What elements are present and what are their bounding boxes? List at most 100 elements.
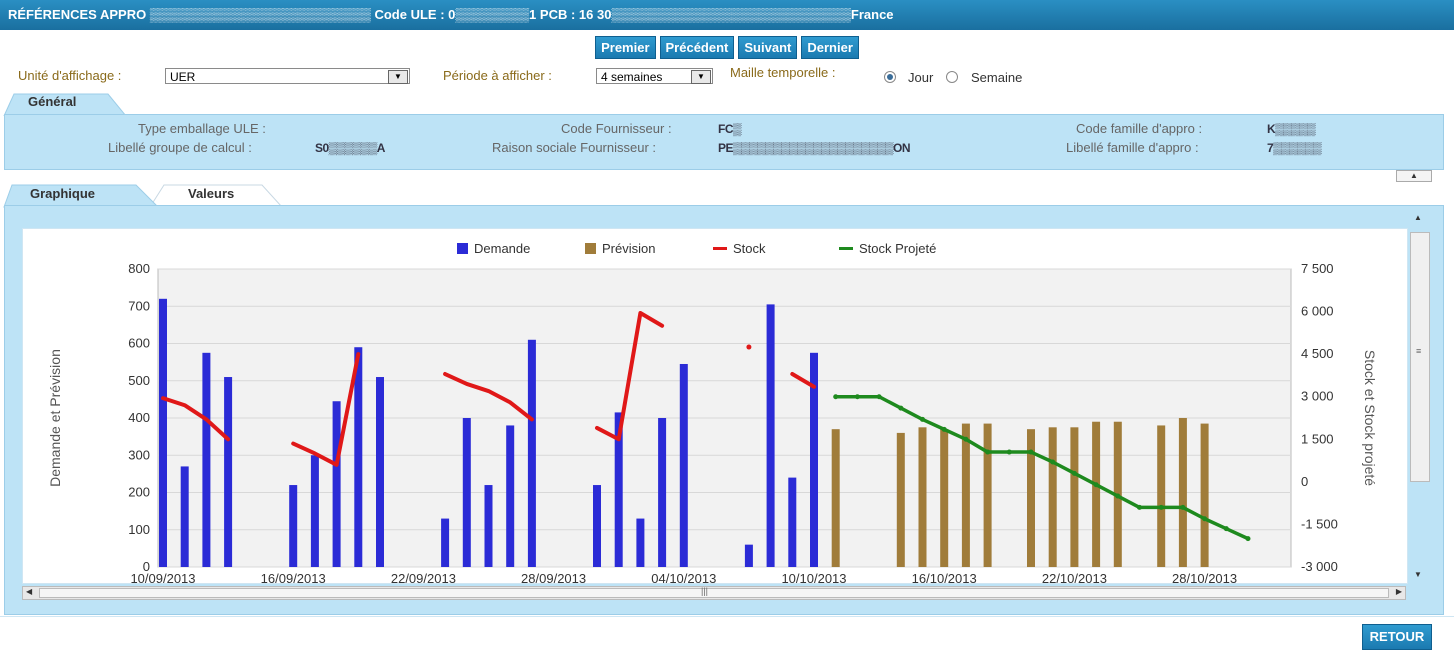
code-famille-value: K▒▒▒▒▒ (1267, 122, 1316, 136)
legend-swatch-prevision (585, 243, 596, 254)
type-emballage-label: Type emballage ULE : (138, 121, 266, 136)
code-famille-label: Code famille d'appro : (1076, 121, 1203, 136)
y2-tick-label: 4 500 (1301, 346, 1334, 361)
bar-demande (159, 298, 167, 567)
projete-point (1202, 516, 1208, 522)
libelle-famille-label: Libellé famille d'appro : (1066, 140, 1199, 155)
radio-day-label: Jour (908, 70, 934, 85)
libelle-famille-value: 7▒▒▒▒▒▒ (1267, 141, 1322, 155)
y2-tick-label: 7 500 (1301, 261, 1334, 276)
stock-point (746, 344, 752, 350)
bar-demande (202, 352, 211, 567)
stock-line (443, 372, 534, 422)
period-select[interactable]: 4 semaines ▼ (596, 68, 713, 84)
bar-prevision (1178, 418, 1187, 567)
bar-demande (376, 377, 384, 567)
unit-select[interactable]: UER ▼ (165, 68, 410, 84)
projete-line (835, 394, 1249, 541)
chart-scrollbar-thumb-horizontal[interactable] (39, 588, 1389, 598)
raison-sociale-label: Raison sociale Fournisseur : (492, 140, 657, 155)
chevron-up-icon: ▲ (1410, 171, 1418, 180)
y-axis-label: Demande et Prévision (47, 349, 63, 487)
radio-week[interactable] (946, 71, 958, 83)
retour-button[interactable]: RETOUR (1362, 624, 1432, 650)
projete-point (1245, 536, 1251, 542)
scroll-left-icon[interactable]: ◀ (26, 587, 33, 596)
bar-prevision (1048, 427, 1057, 567)
legend-swatch-demande (457, 243, 468, 254)
stock-line (291, 352, 361, 467)
projete-point (854, 394, 860, 400)
projete-point (1223, 526, 1229, 532)
y-tick-label: 700 (128, 298, 150, 313)
bar-demande (810, 352, 818, 567)
last-button[interactable]: Dernier (801, 36, 859, 59)
bar-demande (462, 418, 471, 567)
record-navigation: Premier Précédent Suivant Dernier (0, 36, 1454, 59)
projete-point (876, 394, 882, 400)
code-fournisseur-label: Code Fournisseur : (561, 121, 672, 136)
projete-point (963, 436, 969, 442)
bar-demande (224, 377, 233, 567)
graph-tabs-shape (3, 184, 284, 208)
projete-point (985, 449, 991, 455)
scroll-up-icon[interactable]: ▲ (1414, 213, 1422, 222)
chevron-down-icon[interactable]: ▼ (691, 70, 711, 84)
stock-line (790, 372, 816, 389)
projete-point (941, 426, 947, 432)
bar-demande (636, 518, 645, 567)
x-tick-label: 10/09/2013 (130, 571, 195, 583)
projete-point (898, 405, 904, 411)
dummy (1407, 229, 1408, 231)
period-label: Période à afficher : (443, 68, 552, 83)
bar-prevision (940, 429, 949, 567)
legend-swatch-projete (839, 247, 853, 250)
chart-scrollbar-horizontal[interactable]: ◀ ▶ ||| (22, 586, 1406, 600)
first-button[interactable]: Premier (595, 36, 656, 59)
bar-demande (788, 477, 797, 567)
bar-demande (614, 412, 623, 567)
projete-point (1093, 482, 1099, 488)
bar-prevision (1070, 427, 1079, 567)
bar-prevision (1027, 429, 1035, 567)
grip-icon: ≡ (1416, 346, 1422, 356)
radio-day[interactable] (884, 71, 896, 83)
bar-demande (506, 425, 515, 567)
next-button[interactable]: Suivant (738, 36, 798, 59)
bar-demande (593, 485, 601, 567)
granularity-label: Maille temporelle : (730, 65, 836, 80)
bar-demande (744, 544, 753, 567)
legend-prevision-label: Prévision (602, 241, 656, 256)
scroll-down-icon[interactable]: ▼ (1414, 570, 1422, 579)
previous-button[interactable]: Précédent (659, 36, 735, 59)
bar-demande (332, 401, 341, 567)
projete-point (833, 394, 839, 400)
footer-divider (0, 616, 1454, 617)
x-tick-label: 16/10/2013 (912, 571, 977, 583)
y-tick-label: 0 (143, 559, 150, 574)
tab-general[interactable]: Général (28, 94, 77, 109)
bar-demande (310, 455, 319, 567)
scroll-right-icon[interactable]: ▶ (1395, 587, 1402, 596)
unit-label: Unité d'affichage : (18, 68, 122, 83)
raison-sociale-value: PE▒▒▒▒▒▒▒▒▒▒▒▒▒▒▒▒▒▒▒▒ON (718, 141, 911, 155)
y-tick-label: 200 (128, 485, 150, 500)
y-tick-label: 300 (128, 447, 150, 462)
y-tick-label: 600 (128, 336, 150, 351)
x-tick-label: 10/10/2013 (781, 571, 846, 583)
bar-prevision (983, 423, 992, 567)
collapse-panel-button[interactable]: ▲ (1396, 170, 1432, 182)
legend-swatch-stock (713, 247, 727, 250)
projete-point (1115, 493, 1121, 499)
bar-demande (766, 304, 775, 567)
legend-demande-label: Demande (474, 241, 531, 256)
y-tick-label: 400 (128, 410, 150, 425)
chart-scrollbar-thumb-vertical[interactable] (1410, 232, 1430, 482)
projete-point (1180, 504, 1186, 510)
tab-valeurs[interactable]: Valeurs (188, 186, 235, 201)
chevron-down-icon[interactable]: ▼ (388, 70, 408, 84)
tab-graphique[interactable]: Graphique (30, 186, 96, 201)
bar-prevision (1200, 423, 1209, 567)
y-tick-label: 800 (128, 261, 150, 276)
